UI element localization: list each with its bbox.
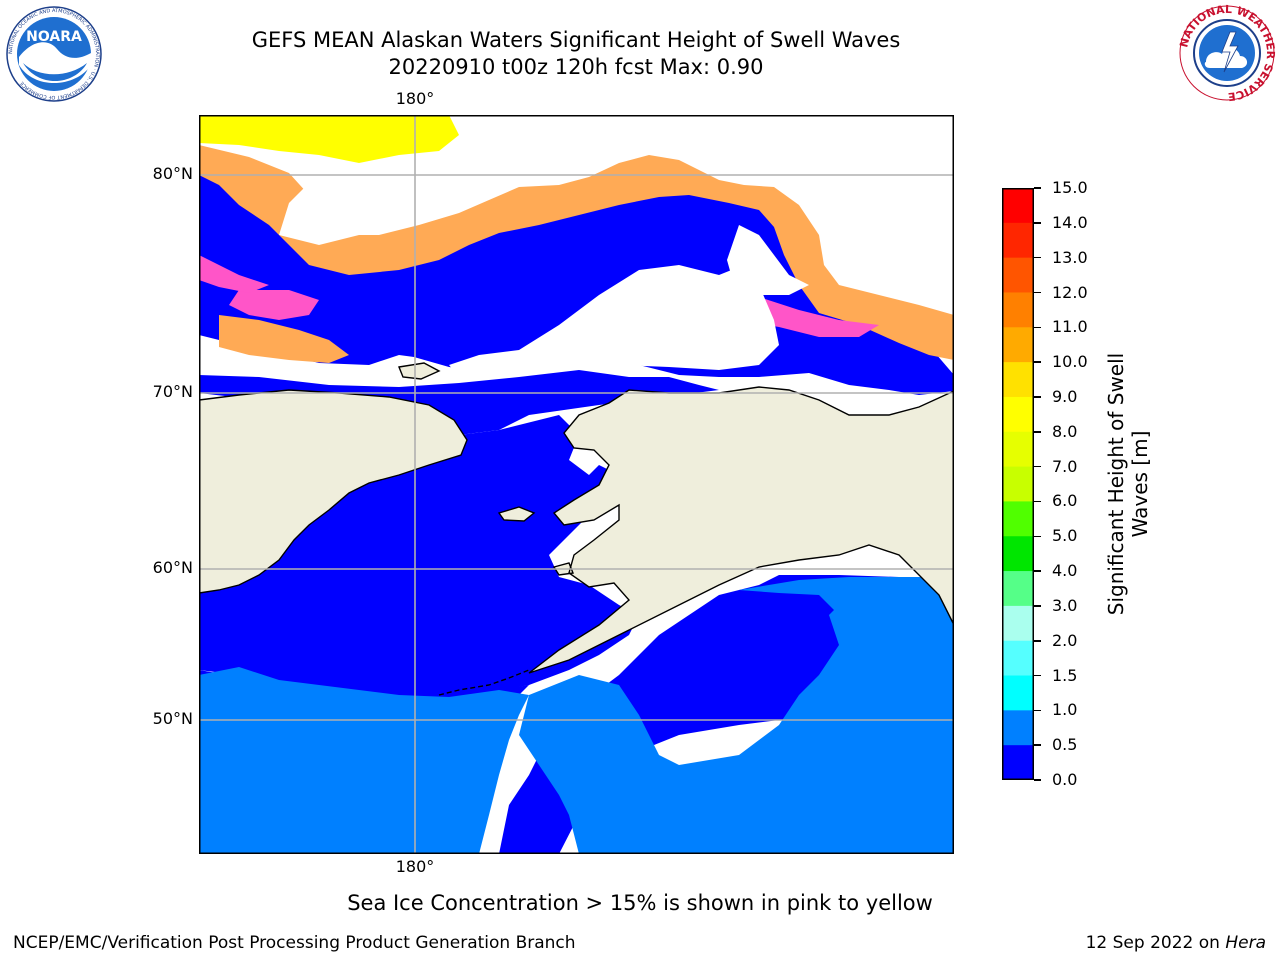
colorbar-tick-mark [1034,744,1041,746]
colorbar-bin [1002,745,1034,780]
colorbar-bin [1002,536,1034,572]
colorbar-tick-mark [1034,500,1041,503]
colorbar-bin [1002,640,1034,677]
ocean-mid-gulf [739,577,954,687]
sea-ice-footnote: Sea Ice Concentration > 15% is shown in … [347,891,933,915]
date-text: 12 Sep 2022 on [1085,933,1226,953]
colorbar-tick-label: 1.0 [1052,700,1078,720]
colorbar-tick-label: 11.0 [1052,317,1088,337]
colorbar-tick-label: 2.0 [1052,630,1078,650]
colorbar-tick-mark [1034,640,1041,642]
colorbar-border [1002,188,1034,780]
colorbar-tick-label: 13.0 [1052,247,1088,267]
colorbar-tick-mark [1034,535,1041,537]
colorbar-tick-label: 5.0 [1052,526,1078,546]
ocean-mid-central [519,585,954,854]
colorbar-tick-label: 15.0 [1052,178,1088,197]
colorbar-tick-label: 0.5 [1052,735,1078,755]
colorbar-tick-mark [1034,779,1041,781]
colorbar-tick-mark [1034,570,1041,572]
colorbar-bin [1002,362,1034,398]
colorbar-bin [1002,327,1034,363]
colorbar-tick-mark [1034,326,1041,328]
ice-band-north-yellow [199,115,459,163]
colorbar-tick-label: 8.0 [1052,421,1078,441]
colorbar-label-line1: Significant Height of Swell [1104,352,1128,616]
lon-label-bottom: 180° [395,857,435,876]
colorbar-tick-mark [1034,709,1041,712]
ice-band-pink-3 [199,255,269,293]
land-siberia [199,390,467,593]
colorbar-tick-mark [1034,256,1041,259]
noaa-logo-text: NOARA [26,29,82,45]
map-border [199,115,954,854]
map-panel [199,115,954,854]
colorbar-bin [1002,222,1034,259]
producer-credit: NCEP/EMC/Verification Post Processing Pr… [13,933,576,953]
colorbar-tick-label: 7.0 [1052,456,1078,476]
colorbar-bin [1002,710,1034,746]
noaa-logo: NOARA NATIONAL OCEANIC AND ATMOSPHERIC A… [6,6,102,102]
colorbar-bin [1002,257,1034,293]
no-data-blob-2 [449,265,779,377]
colorbar-tick-mark [1034,187,1041,189]
generation-date: 12 Sep 2022 on Hera [1086,933,1266,953]
graticule [199,115,954,854]
ice-band-pink-1 [229,290,319,320]
lat-label-80n: 80°N [152,164,193,183]
colorbar-bin [1002,396,1034,433]
ice-band-north-orange [199,145,954,360]
colorbar-tick-mark [1034,431,1041,433]
colorbar-tick-label: 14.0 [1052,212,1088,232]
colorbar-tick-mark [1034,465,1041,468]
ice-band-west-orange [219,315,349,363]
ocean-low-chukchi [199,370,719,435]
colorbar-bin [1002,605,1034,642]
lat-label-60n: 60°N [152,558,193,577]
lon-label-top: 180° [395,89,435,108]
colorbar-bin [1002,188,1034,224]
colorbar-label: Significant Height of Swell Waves [m] [1104,324,1152,644]
colorbar-tick-mark [1034,396,1041,398]
colorbar-bin [1002,431,1034,468]
colorbar-tick-mark [1034,291,1041,294]
colorbar-tick-label: 6.0 [1052,491,1078,511]
lat-label-50n: 50°N [152,709,193,728]
nws-logo: NATIONAL WEATHER SERVICE [1178,4,1276,102]
map-title: GEFS MEAN Alaskan Waters Significant Hei… [251,28,901,52]
colorbar-tick-label: 0.0 [1052,770,1078,789]
colorbar-bin [1002,501,1034,537]
no-data-blob-1 [279,170,399,245]
colorbar-tick-label: 9.0 [1052,386,1078,406]
colorbar-bin [1002,571,1034,607]
colorbar-tick-label: 12.0 [1052,282,1088,302]
host-name: Hera [1225,933,1266,953]
land-alaska [529,387,954,673]
colorbar-tick-label: 1.5 [1052,665,1078,685]
no-data-blob-3 [727,225,809,295]
ocean-low-bering [199,415,639,703]
colorbar-bin [1002,466,1034,502]
map-subtitle: 20220910 t00z 120h fcst Max: 0.90 [388,55,764,79]
colorbar-tick-label: 10.0 [1052,352,1088,372]
colorbar-bin [1002,675,1034,711]
colorbar-tick-mark [1034,222,1041,224]
colorbar-tick-label: 3.0 [1052,595,1078,615]
colorbar-tick-mark [1034,361,1041,363]
colorbar [1002,188,1034,780]
ocean-mid-pacific [199,667,529,854]
colorbar-bin [1002,292,1034,328]
colorbar-tick-mark [1034,674,1041,677]
lat-label-70n: 70°N [152,382,193,401]
colorbar-label-line2: Waves [m] [1128,430,1152,538]
colorbar-tick-label: 4.0 [1052,561,1078,581]
colorbar-tick-mark [1034,605,1041,607]
